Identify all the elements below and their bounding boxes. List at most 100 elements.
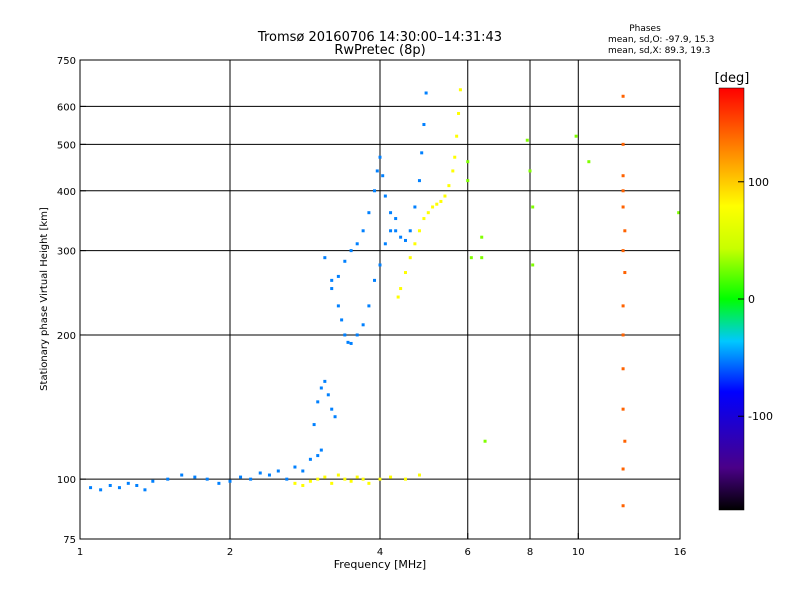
data-point bbox=[293, 465, 297, 469]
data-point bbox=[413, 205, 417, 209]
data-point bbox=[469, 256, 473, 260]
legend-line-o: mean, sd,O: -97.9, 15.3 bbox=[608, 35, 714, 45]
chart-subtitle: RwPretec (8p) bbox=[334, 43, 425, 58]
data-point bbox=[394, 229, 398, 233]
data-point bbox=[323, 256, 327, 260]
data-point bbox=[621, 407, 625, 411]
data-point bbox=[621, 333, 625, 337]
data-point bbox=[308, 457, 312, 461]
data-point bbox=[285, 477, 289, 481]
data-point bbox=[267, 473, 271, 477]
y-tick-label: 200 bbox=[57, 331, 76, 342]
y-tick-label: 75 bbox=[63, 535, 76, 546]
data-point bbox=[383, 242, 387, 246]
data-point bbox=[228, 479, 232, 483]
data-point bbox=[424, 91, 428, 95]
grid-lines bbox=[80, 60, 680, 539]
legend-line-x: mean, sd,X: 89.3, 19.3 bbox=[608, 46, 710, 56]
data-point bbox=[435, 202, 439, 206]
y-axis-label: Stationary phase Virtual Height [km] bbox=[39, 207, 50, 391]
data-point bbox=[621, 94, 625, 98]
data-point bbox=[403, 477, 407, 481]
data-point bbox=[367, 304, 371, 308]
data-point bbox=[399, 235, 403, 239]
data-point bbox=[343, 259, 347, 263]
data-point bbox=[361, 323, 365, 327]
colorbar-tick-label: 0 bbox=[748, 293, 755, 306]
y-tick-label: 600 bbox=[57, 102, 76, 113]
data-point bbox=[180, 473, 184, 477]
x-axis-label: Frequency [MHz] bbox=[334, 558, 426, 571]
data-point bbox=[455, 134, 459, 138]
data-point bbox=[239, 475, 243, 479]
series-group bbox=[323, 217, 398, 345]
x-tick-label: 1 bbox=[77, 547, 83, 558]
series-group bbox=[396, 88, 462, 299]
colorbar-tick-label: -100 bbox=[748, 410, 773, 423]
data-point bbox=[426, 211, 430, 215]
data-point bbox=[480, 235, 484, 239]
data-point bbox=[394, 217, 398, 221]
data-point bbox=[621, 189, 625, 193]
data-point bbox=[378, 155, 382, 159]
data-point bbox=[466, 160, 470, 164]
data-point bbox=[403, 271, 407, 275]
series-group bbox=[293, 473, 421, 487]
data-point bbox=[343, 333, 347, 337]
data-point bbox=[453, 155, 457, 159]
data-point bbox=[326, 393, 330, 397]
data-point bbox=[457, 111, 461, 115]
data-point bbox=[367, 211, 371, 215]
data-point bbox=[316, 400, 320, 404]
data-point bbox=[367, 481, 371, 485]
data-point bbox=[330, 481, 334, 485]
data-point bbox=[417, 179, 421, 183]
data-point bbox=[249, 477, 253, 481]
series-group bbox=[330, 91, 428, 291]
data-point bbox=[443, 194, 447, 198]
data-point bbox=[330, 287, 334, 291]
data-point bbox=[417, 473, 421, 477]
data-point bbox=[135, 483, 139, 487]
data-point bbox=[333, 415, 337, 419]
data-point bbox=[343, 477, 347, 481]
data-point bbox=[383, 194, 387, 198]
data-point bbox=[312, 423, 316, 427]
data-point bbox=[677, 211, 681, 215]
data-point bbox=[349, 249, 353, 253]
data-point bbox=[439, 199, 443, 203]
data-point bbox=[293, 481, 297, 485]
data-point bbox=[301, 469, 305, 473]
colorbar-ticks: 100 0 -100 bbox=[738, 176, 773, 423]
data-point bbox=[361, 229, 365, 233]
data-point bbox=[355, 242, 359, 246]
legend-title: Phases bbox=[629, 24, 661, 34]
data-point bbox=[396, 295, 400, 299]
data-point bbox=[483, 439, 487, 443]
data-point bbox=[447, 184, 451, 188]
data-point bbox=[205, 477, 209, 481]
data-point bbox=[126, 481, 130, 485]
data-point bbox=[373, 189, 377, 193]
data-point bbox=[623, 229, 627, 233]
chart-title: Tromsø 20160706 14:30:00–14:31:43 bbox=[257, 30, 502, 45]
data-point bbox=[319, 448, 323, 452]
data-point bbox=[330, 407, 334, 411]
data-point bbox=[108, 483, 112, 487]
series-group bbox=[621, 94, 627, 508]
y-tick-label: 100 bbox=[57, 475, 76, 486]
data-point bbox=[308, 479, 312, 483]
data-point bbox=[361, 477, 365, 481]
data-point bbox=[621, 467, 625, 471]
data-point bbox=[336, 473, 340, 477]
data-point bbox=[574, 134, 578, 138]
data-point bbox=[355, 333, 359, 337]
data-point bbox=[420, 151, 424, 155]
data-point bbox=[340, 318, 344, 322]
data-point bbox=[375, 169, 379, 173]
x-tick-label: 6 bbox=[465, 547, 471, 558]
data-point bbox=[621, 304, 625, 308]
series-group bbox=[89, 448, 323, 492]
y-tick-label: 500 bbox=[57, 140, 76, 151]
colorbar-label: [deg] bbox=[715, 71, 750, 86]
